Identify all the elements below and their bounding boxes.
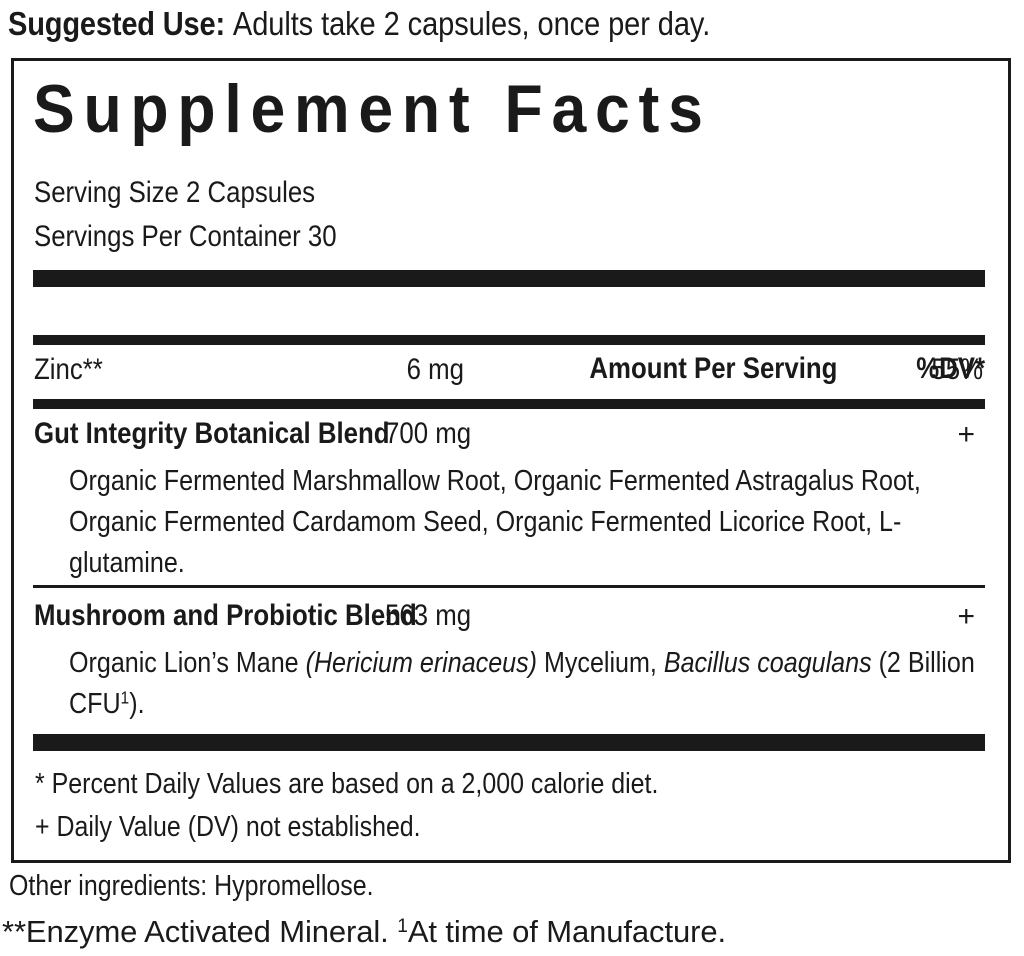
page-title: Supplement Facts	[33, 71, 712, 147]
supplement-facts-panel: Supplement Facts Serving Size 2 Capsules…	[11, 58, 1011, 863]
blend-amount: 563 mg	[33, 599, 823, 633]
footnote-percent-dv: * Percent Daily Values are based on a 2,…	[35, 768, 659, 800]
rule-medium-nutrients	[33, 399, 985, 409]
blend-ingredients-text: Organic Lion’s Mane (Hericium erinaceus)…	[69, 643, 994, 725]
rule-thin-blend-divider	[33, 585, 985, 588]
suggested-use-label: Suggested Use:	[8, 4, 226, 42]
blend-ingredients-gut-integrity: Organic Fermented Marshmallow Root, Orga…	[69, 461, 994, 584]
enzyme-note-manufacture-text: At time of Manufacture.	[407, 914, 726, 949]
ingredient-cfu-footnote-marker: 1	[120, 687, 130, 708]
enzyme-note-footnote-marker: 1	[397, 916, 408, 938]
column-header-row: Amount Per Serving %DV*	[33, 352, 985, 394]
enzyme-note-line: **Enzyme Activated Mineral. 1At time of …	[2, 916, 726, 947]
suggested-use-text: Adults take 2 capsules, once per day.	[232, 4, 711, 42]
rule-thick-top	[33, 270, 985, 287]
other-ingredients-line: Other ingredients: Hypromellose.	[9, 870, 374, 902]
ingredient-lions-mane: Organic Lion’s Mane	[69, 647, 306, 679]
suggested-use-line: Suggested Use: Adults take 2 capsules, o…	[8, 0, 900, 46]
enzyme-note-text: **Enzyme Activated Mineral.	[2, 914, 398, 949]
blend-amount-value: 700 mg	[384, 417, 472, 450]
blend-name: Mushroom and Probiotic Blend	[34, 599, 417, 632]
blend-dv-marker: +	[957, 600, 975, 633]
nutrient-dv: 55%	[931, 353, 983, 386]
serving-size: Serving Size 2 Capsules	[34, 176, 316, 209]
rule-medium-headers	[33, 335, 985, 345]
blend-dv-marker: +	[957, 418, 975, 451]
column-header-dv: %DV*	[916, 352, 985, 385]
blend-amount: 700 mg	[33, 417, 823, 451]
nutrient-amount: 6 mg	[33, 353, 838, 387]
blend-ingredients-text: Organic Fermented Marshmallow Root, Orga…	[69, 465, 921, 579]
nutrient-name: Zinc**	[34, 353, 103, 386]
nutrient-amount-value: 6 mg	[406, 353, 465, 386]
blend-header-mushroom-probiotic: Mushroom and Probiotic Blend 563 mg +	[33, 599, 985, 641]
serving-info: Serving Size 2 Capsules Servings Per Con…	[34, 171, 634, 259]
ingredient-mycelium: Mycelium,	[536, 647, 664, 679]
blend-ingredients-mushroom-probiotic: Organic Lion’s Mane (Hericium erinaceus)…	[69, 643, 994, 725]
blend-amount-value: 563 mg	[384, 599, 472, 632]
panel-content: Supplement Facts Serving Size 2 Capsules…	[33, 61, 985, 860]
servings-per-container: Servings Per Container 30	[34, 220, 337, 253]
ingredient-latin-hericium: (Hericium erinaceus)	[305, 647, 537, 679]
column-header-amount: Amount Per Serving	[588, 352, 837, 385]
footnotes: * Percent Daily Values are based on a 2,…	[35, 763, 975, 849]
blend-header-gut-integrity: Gut Integrity Botanical Blend 700 mg +	[33, 417, 985, 459]
ingredient-latin-bacillus: Bacillus coagulans	[663, 647, 872, 679]
ingredient-cfu-end: ).	[129, 688, 145, 720]
table-row: Zinc** 6 mg 55%	[33, 353, 985, 397]
blend-name: Gut Integrity Botanical Blend	[34, 417, 390, 450]
ingredient-cfu-text: (2 Billion CFU	[69, 647, 975, 720]
footnote-dv-not-established: + Daily Value (DV) not established.	[35, 811, 421, 843]
rule-thick-footnotes	[33, 734, 985, 751]
